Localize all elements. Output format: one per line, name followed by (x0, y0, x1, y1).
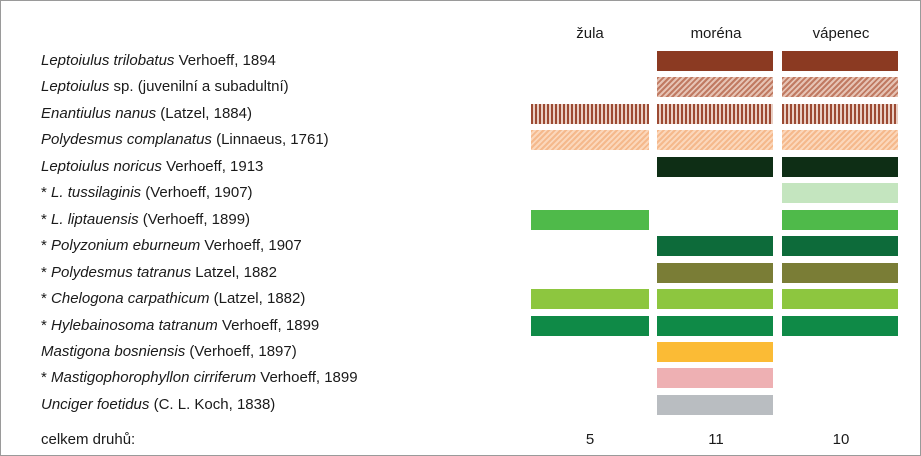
species-author: Verhoeff, 1899 (217, 316, 320, 334)
species-author: (C. L. Koch, 1838) (149, 395, 276, 413)
presence-bar (531, 103, 649, 124)
presence-bar (657, 394, 773, 415)
presence-bar (782, 156, 898, 177)
total-value: 5 (585, 431, 595, 448)
species-author: (Latzel, 1884) (156, 104, 252, 122)
presence-bar (782, 315, 898, 336)
presence-bar (531, 209, 649, 230)
species-author: Latzel, 1882 (191, 263, 277, 281)
column-header: moréna (690, 25, 742, 42)
presence-bar (657, 77, 773, 98)
species-name: Enantiulus nanus (41, 104, 157, 122)
species-label: Mastigona bosniensis (Verhoeff, 1897) (41, 343, 297, 361)
species-author: (Latzel, 1882) (209, 290, 306, 308)
presence-bar (531, 315, 649, 336)
species-label: * Polyzonium eburneum Verhoeff, 1907 (41, 237, 302, 255)
marker: * (41, 184, 52, 202)
presence-bar (782, 130, 898, 151)
species-label: * Hylebainosoma tatranum Verhoeff, 1899 (41, 317, 319, 335)
presence-bar (782, 236, 898, 257)
species-label: Leptoiulus noricus Verhoeff, 1913 (41, 158, 263, 176)
species-author: (Verhoeff, 1907) (141, 184, 253, 202)
total-value: 10 (832, 431, 850, 448)
species-name: Unciger foetidus (41, 395, 150, 413)
presence-bar (657, 103, 773, 124)
species-label: * Chelogona carpathicum (Latzel, 1882) (41, 290, 305, 308)
presence-bar (782, 209, 898, 230)
species-name: Mastigona bosniensis (41, 342, 186, 360)
presence-bar (657, 341, 773, 362)
species-author: Verhoeff, 1899 (256, 369, 358, 387)
species-author: (Verhoeff, 1897) (185, 342, 297, 360)
presence-bar (657, 130, 773, 151)
presence-bar (782, 262, 898, 283)
column-header: žula (576, 25, 604, 42)
species-name: Polydesmus complanatus (41, 131, 212, 149)
presence-bar (657, 51, 773, 71)
species-name: Polyzonium eburneum (51, 237, 201, 255)
species-name: L. tussilaginis (51, 184, 142, 202)
species-label: Unciger foetidus (C. L. Koch, 1838) (41, 396, 275, 414)
species-label: * L. liptauensis (Verhoeff, 1899) (41, 211, 250, 229)
species-name: Chelogona carpathicum (51, 290, 210, 308)
marker: * (41, 316, 52, 334)
species-name: L. liptauensis (51, 210, 139, 228)
species-label: * Mastigophorophyllon cirriferum Verhoef… (41, 369, 358, 387)
species-author: Verhoeff, 1907 (200, 237, 302, 255)
marker: * (41, 237, 52, 255)
presence-bar (657, 156, 773, 177)
presence-bar (657, 262, 773, 283)
presence-bar (531, 289, 649, 310)
species-label: Enantiulus nanus (Latzel, 1884) (41, 105, 252, 123)
marker: * (41, 210, 52, 228)
species-label: * Polydesmus tatranus Latzel, 1882 (41, 264, 277, 282)
column-header: vápenec (812, 25, 870, 42)
presence-bar (531, 130, 649, 151)
species-author: Verhoeff, 1913 (161, 157, 264, 175)
marker: * (41, 263, 52, 281)
total-label: celkem druhů: (41, 431, 136, 448)
species-label: Polydesmus complanatus (Linnaeus, 1761) (41, 131, 329, 149)
presence-bar (782, 51, 898, 71)
species-name: Polydesmus tatranus (51, 263, 192, 281)
presence-bar (782, 77, 898, 98)
species-name: Hylebainosoma tatranum (51, 316, 218, 334)
species-name: Leptoiulus (41, 78, 110, 96)
presence-bar (782, 289, 898, 310)
species-name: Leptoiulus noricus (41, 157, 162, 175)
presence-bar (782, 183, 898, 204)
marker: * (41, 290, 52, 308)
presence-bar (657, 315, 773, 336)
presence-bar (657, 236, 773, 257)
species-label: Leptoiulus sp. (juvenilní a subadultní) (41, 78, 289, 96)
species-author: Verhoeff, 1894 (174, 52, 276, 69)
species-name: Leptoiulus trilobatus (41, 52, 175, 69)
species-label: Leptoiulus trilobatus Verhoeff, 1894 (41, 52, 276, 70)
presence-bar (782, 103, 898, 124)
species-label: * L. tussilaginis (Verhoeff, 1907) (41, 184, 253, 202)
marker: * (41, 369, 52, 387)
species-author: (Verhoeff, 1899) (138, 210, 251, 228)
species-author: sp. (juvenilní a subadultní) (109, 78, 289, 96)
presence-bar (657, 289, 773, 310)
species-author: (Linnaeus, 1761) (211, 131, 329, 149)
presence-bar (657, 368, 773, 389)
total-value: 11 (708, 431, 724, 448)
species-name: Mastigophorophyllon cirriferum (51, 369, 257, 387)
